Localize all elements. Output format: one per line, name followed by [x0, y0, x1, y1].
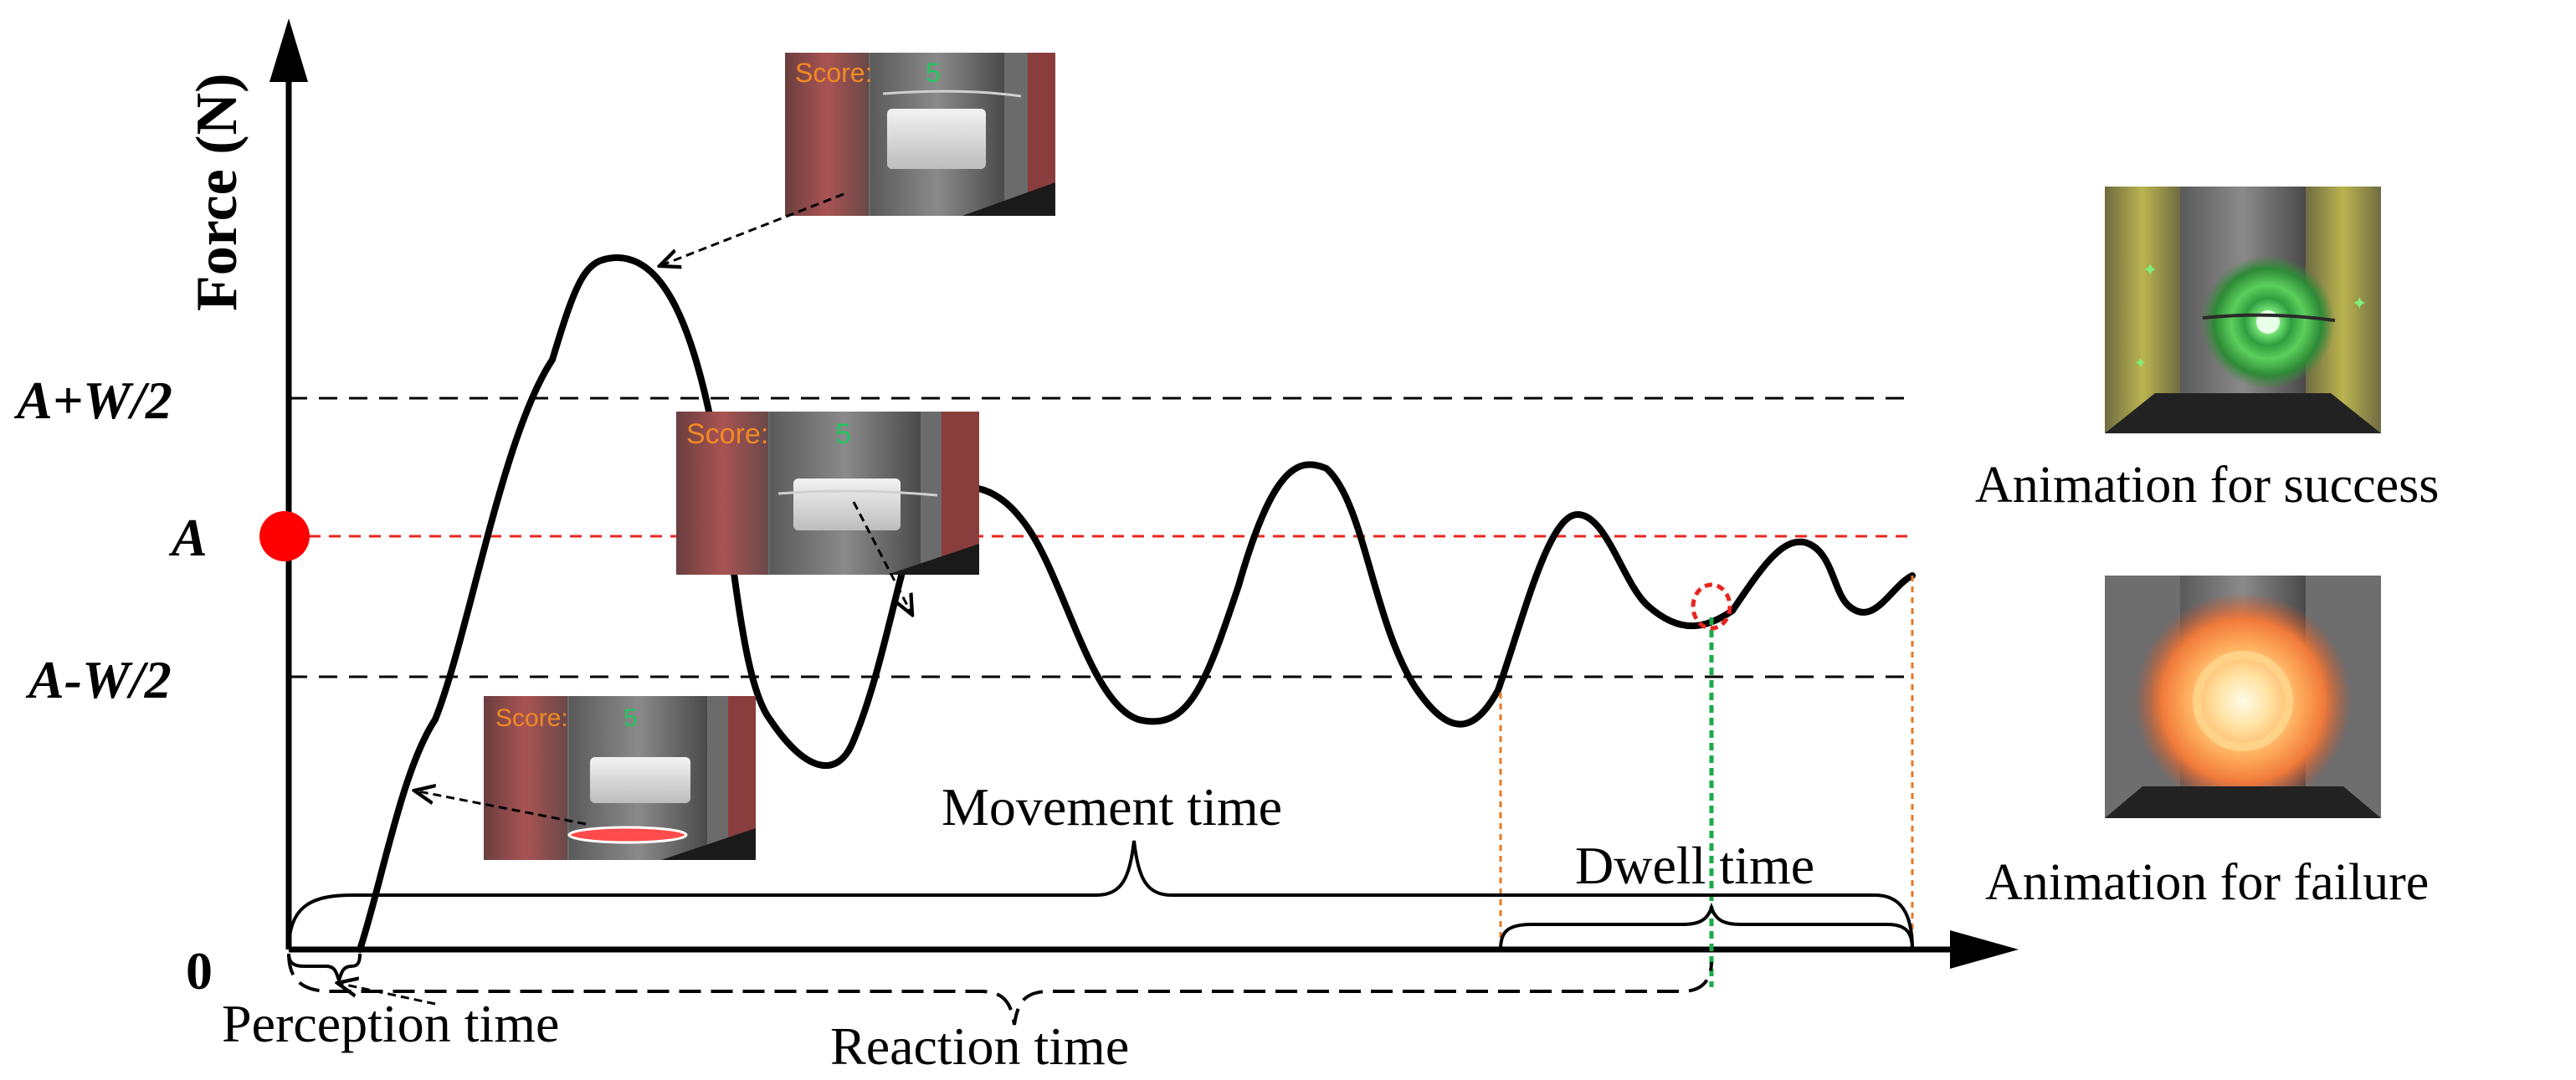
target-level-label: A	[168, 508, 208, 567]
inset-target-score-value: 5	[835, 418, 851, 450]
target-marker	[259, 511, 310, 561]
origin-label: 0	[186, 941, 213, 1001]
lower-level-label: A-W/2	[25, 650, 172, 709]
dwell-time-label: Dwell time	[1575, 836, 1814, 895]
inset-target-score-label: Score:	[686, 418, 768, 450]
selection-point-marker	[1691, 582, 1732, 631]
movement-time-label: Movement time	[942, 777, 1282, 837]
success-animation-image: ✦ ✦ ✦	[2105, 187, 2381, 433]
movement-time-brace	[287, 840, 1914, 950]
svg-text:✦: ✦	[2352, 293, 2367, 314]
force-curve	[357, 253, 1916, 953]
success-caption: Animation for success	[1975, 457, 2439, 514]
reaction-time-brace	[287, 953, 1713, 1026]
inset-overshoot-pointer	[659, 192, 844, 266]
y-axis-arrowhead	[269, 18, 308, 82]
x-axis-arrowhead	[1950, 930, 2019, 969]
inset-target: Score: 5	[676, 412, 979, 575]
failure-animation-image	[2105, 576, 2381, 818]
inset-rising-score-value: 5	[623, 704, 638, 732]
y-axis-label: Force (N)	[185, 74, 249, 311]
inset-overshoot: Score: 5	[785, 53, 1055, 216]
reaction-time-label: Reaction time	[830, 1016, 1129, 1076]
svg-text:✦: ✦	[2142, 259, 2158, 280]
inset-rising-score-label: Score:	[495, 704, 568, 732]
inset-overshoot-score-label: Score:	[795, 58, 872, 88]
inset-rising-pointer	[414, 791, 587, 826]
failure-caption: Animation for failure	[1985, 854, 2429, 911]
inset-overshoot-score-value: 5	[926, 58, 941, 88]
perception-time-label: Perception time	[222, 994, 559, 1053]
perception-time-pointer	[337, 983, 436, 1006]
perception-time-brace	[287, 953, 362, 986]
inset-target-pointer	[852, 501, 912, 615]
inset-rising: Score: 5	[484, 696, 756, 860]
svg-text:✦: ✦	[2134, 355, 2147, 371]
upper-level-label: A+W/2	[13, 371, 172, 430]
dwell-time-brace	[1499, 902, 1914, 950]
